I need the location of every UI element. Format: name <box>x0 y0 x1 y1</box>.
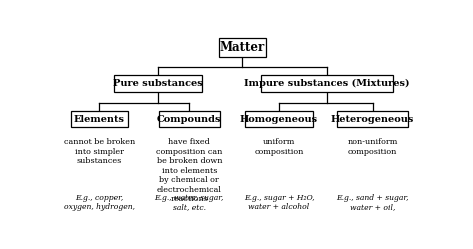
FancyBboxPatch shape <box>71 111 128 127</box>
FancyBboxPatch shape <box>245 111 313 127</box>
Text: E.g., sand + sugar,
water + oil,: E.g., sand + sugar, water + oil, <box>336 193 409 211</box>
FancyBboxPatch shape <box>261 75 393 92</box>
Text: have fixed
composition can
be broken down
into elements
by chemical or
electroch: have fixed composition can be broken dow… <box>156 138 222 203</box>
FancyBboxPatch shape <box>114 75 202 92</box>
FancyBboxPatch shape <box>219 38 266 57</box>
Text: non-uniform
composition: non-uniform composition <box>347 138 398 156</box>
Text: Elements: Elements <box>74 115 125 124</box>
Text: Homogeneous: Homogeneous <box>240 115 318 124</box>
Text: E.g., copper,
oxygen, hydrogen,: E.g., copper, oxygen, hydrogen, <box>64 193 135 211</box>
Text: cannot be broken
into simpler
substances: cannot be broken into simpler substances <box>64 138 135 165</box>
Text: Pure substances: Pure substances <box>113 79 203 88</box>
Text: Compounds: Compounds <box>157 115 221 124</box>
FancyBboxPatch shape <box>159 111 219 127</box>
Text: uniform
composition: uniform composition <box>254 138 304 156</box>
Text: Impure substances (Mixtures): Impure substances (Mixtures) <box>244 79 410 88</box>
Text: E.g., sugar + H₂O,
water + alcohol: E.g., sugar + H₂O, water + alcohol <box>244 193 315 211</box>
FancyBboxPatch shape <box>337 111 408 127</box>
Text: Heterogeneous: Heterogeneous <box>331 115 414 124</box>
Text: E.g., water, sugar,
salt, etc.: E.g., water, sugar, salt, etc. <box>155 193 224 211</box>
Text: Matter: Matter <box>220 41 265 54</box>
